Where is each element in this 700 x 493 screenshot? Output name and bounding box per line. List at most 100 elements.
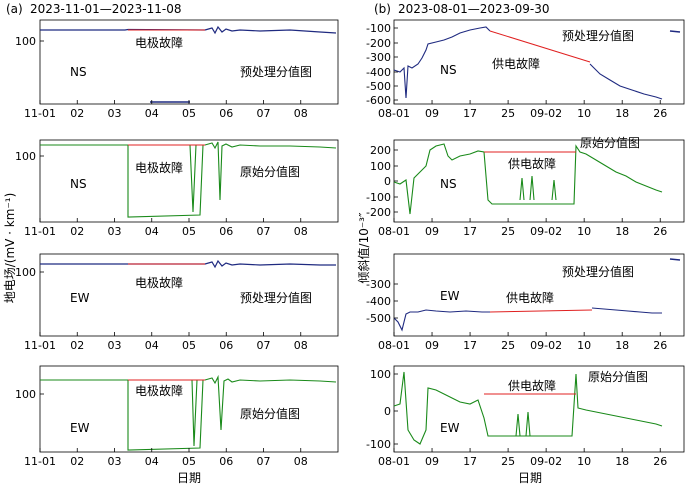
series-label: 原始分值图 [580, 135, 640, 150]
spike-trace [191, 379, 198, 447]
axis-ticks: 11-01 02 03 04 05 06 07 08 11-01 02 03 04 05 06 07 08 11… [24, 22, 667, 468]
y-tick-label: 100 [15, 266, 36, 279]
spike-trace [189, 144, 197, 213]
plot-frame [39, 19, 339, 105]
component-label: NS [440, 177, 457, 191]
x-tick-label: 03 [108, 225, 122, 238]
interpolated-segment [489, 309, 593, 313]
series-line-raw [393, 371, 663, 445]
panel-a-xlabel: 日期 [177, 471, 201, 485]
x-tick-label: 26 [653, 455, 667, 468]
component-label: EW [440, 421, 460, 435]
x-tick-label: 26 [653, 107, 667, 120]
y-tick-label: -200 [366, 37, 391, 50]
subplot-a1: 100 电极故障 NS 预处理分值图 [15, 19, 339, 105]
x-tick-label: 17 [463, 339, 477, 352]
y-tick-label: -100 [366, 22, 391, 35]
status-note: 供电故障 [508, 378, 556, 393]
plot-frame [393, 19, 685, 105]
series-line-preprocessed [204, 25, 337, 35]
series-line-preprocessed [591, 307, 662, 314]
series-label: 预处理分值图 [240, 290, 312, 305]
x-tick-label: 04 [145, 225, 159, 238]
y-tick-label: -100 [366, 191, 391, 204]
x-tick-label: 26 [653, 225, 667, 238]
y-tick-label: -100 [366, 438, 391, 451]
x-tick-label: 18 [615, 107, 629, 120]
status-note: 电极故障 [135, 275, 183, 290]
subplot-a4: 100 电极故障 EW 原始分值图 [15, 365, 339, 453]
spike-trace [519, 175, 557, 201]
subplot-b1: 供电故障 NS 预处理分值图 [393, 19, 685, 105]
series-label: 原始分值图 [240, 406, 300, 421]
x-tick-label: 06 [219, 339, 233, 352]
x-tick-label: 08 [294, 339, 308, 352]
status-note: 供电故障 [492, 56, 540, 71]
component-label: NS [440, 63, 457, 77]
y-tick-label: 100 [370, 368, 391, 381]
x-tick-label: 10 [577, 225, 591, 238]
y-tick-label: 0 [384, 175, 391, 188]
x-tick-label: 17 [463, 455, 477, 468]
x-tick-label: 08 [294, 225, 308, 238]
series-line-raw [40, 141, 337, 218]
y-tick-label: 100 [370, 160, 391, 173]
x-tick-label: 04 [145, 455, 159, 468]
x-tick-label: 10 [577, 455, 591, 468]
x-tick-label: 02 [70, 225, 84, 238]
plot-frame [393, 365, 685, 453]
x-tick-label: 07 [257, 455, 271, 468]
x-tick-label: 05 [182, 225, 196, 238]
panel-a-ylabel: 地电场/(mV · km⁻¹) [3, 193, 17, 304]
panel-b-ylabel: 倾斜值/10⁻³″ [356, 212, 371, 283]
x-tick-label: 18 [615, 225, 629, 238]
x-tick-label: 08-01 [378, 455, 410, 468]
x-tick-label: 11-01 [24, 455, 56, 468]
status-note: 供电故障 [508, 156, 556, 171]
series-line-raw [40, 374, 337, 451]
x-tick-label: 04 [145, 339, 159, 352]
x-tick-label: 04 [145, 107, 159, 120]
x-tick-label: 26 [653, 339, 667, 352]
fault-trace [669, 30, 681, 33]
series-label: 原始分值图 [240, 164, 300, 179]
panel-b-xlabel: 日期 [518, 471, 542, 485]
subplot-b2: 供电故障 NS 原始分值图 [393, 135, 685, 223]
status-note: 电极故障 [135, 160, 183, 175]
series-line-preprocessed [40, 259, 336, 269]
x-tick-label: 05 [182, 107, 196, 120]
x-tick-label: 08 [294, 455, 308, 468]
component-label: EW [440, 289, 460, 303]
x-tick-label: 18 [615, 339, 629, 352]
y-tick-label: 200 [370, 144, 391, 157]
fault-trace [669, 258, 681, 261]
x-tick-label: 18 [615, 455, 629, 468]
status-note: 电极故障 [135, 383, 183, 398]
x-tick-label: 09-02 [530, 339, 562, 352]
x-tick-label: 10 [577, 339, 591, 352]
component-label: NS [70, 65, 87, 79]
status-note: 供电故障 [506, 290, 554, 305]
x-tick-label: 25 [501, 455, 515, 468]
y-tick-label: -600 [366, 94, 391, 107]
component-label: EW [70, 421, 90, 435]
panel-a-label: (a) [6, 2, 23, 16]
x-tick-label: 25 [501, 107, 515, 120]
x-tick-label: 02 [70, 107, 84, 120]
x-tick-label: 09-02 [530, 107, 562, 120]
y-tick-label: -400 [366, 66, 391, 79]
subplot-a3: 100 电极故障 EW 预处理分值图 [15, 253, 339, 337]
subplot-a2: 100 电极故障 NS 原始分值图 [15, 139, 339, 223]
x-tick-label: 06 [219, 225, 233, 238]
plot-frame [393, 253, 685, 337]
x-tick-label: 09-02 [530, 225, 562, 238]
series-label: 原始分值图 [588, 369, 648, 384]
x-tick-label: 07 [257, 339, 271, 352]
x-tick-label: 11-01 [24, 225, 56, 238]
series-line-raw [393, 143, 663, 215]
series-line-preprocessed [393, 26, 491, 99]
x-tick-label: 09-02 [530, 455, 562, 468]
x-tick-label: 09 [425, 339, 439, 352]
y-tick-label: 100 [15, 35, 36, 48]
x-tick-label: 07 [257, 107, 271, 120]
